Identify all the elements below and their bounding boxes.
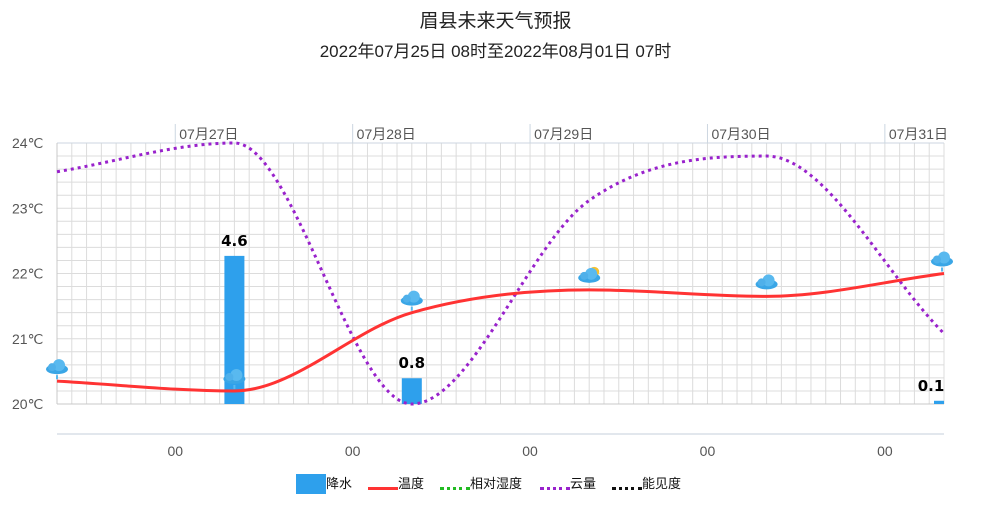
legend-item[interactable]: 温度 <box>368 474 424 494</box>
bottom-tick-label: 00 <box>522 443 538 459</box>
legend-label: 相对湿度 <box>470 476 523 491</box>
precipitation-label: 0.8 <box>399 354 426 372</box>
cloud-icon <box>755 274 778 290</box>
precipitation-bar <box>934 400 944 404</box>
bottom-tick-label: 00 <box>345 443 361 459</box>
legend-swatch <box>368 474 398 490</box>
date-label: 07月27日 <box>179 126 238 142</box>
date-label: 07月31日 <box>889 126 948 142</box>
y-tick-label: 24℃ <box>12 135 43 151</box>
legend-swatch <box>440 474 470 490</box>
rain-cloud-icon <box>46 359 68 380</box>
legend-label: 云量 <box>570 476 597 491</box>
legend-swatch <box>612 474 642 490</box>
y-tick-label: 20℃ <box>12 396 43 412</box>
rain-cloud-icon <box>400 290 423 311</box>
rain-cloud-icon <box>223 368 246 389</box>
legend-item[interactable]: 降水 <box>296 474 352 494</box>
legend-label: 能见度 <box>642 476 682 491</box>
y-tick-label: 23℃ <box>12 200 43 216</box>
y-tick-label: 22℃ <box>12 266 43 282</box>
legend-label: 温度 <box>398 476 425 491</box>
precipitation-bar <box>401 378 422 404</box>
legend-swatch <box>296 474 326 494</box>
date-label: 07月28日 <box>357 126 416 142</box>
bottom-tick-label: 00 <box>700 443 716 459</box>
precipitation-label: 0.1 <box>918 377 945 395</box>
precipitation-bar <box>224 255 245 404</box>
date-label: 07月30日 <box>711 126 770 142</box>
rain-cloud-icon <box>931 251 953 272</box>
chart-subtitle: 2022年07月25日 08时至2022年08月01日 07时 <box>319 42 672 61</box>
legend-item[interactable]: 相对湿度 <box>440 474 522 494</box>
precipitation-label: 4.6 <box>221 232 248 250</box>
cloud-cover-line <box>56 141 946 406</box>
bottom-tick-label: 00 <box>167 443 183 459</box>
legend-item[interactable]: 能见度 <box>612 474 681 494</box>
legend-swatch <box>540 474 570 490</box>
temperature-line <box>56 272 945 393</box>
y-tick-label: 21℃ <box>12 331 43 347</box>
sun-cloud-icon <box>578 266 601 283</box>
bottom-tick-label: 00 <box>877 443 893 459</box>
date-label: 07月29日 <box>534 126 593 142</box>
legend-item[interactable]: 云量 <box>540 474 596 494</box>
chart-title: 眉县未来天气预报 <box>419 11 572 32</box>
legend-label: 降水 <box>326 476 353 491</box>
